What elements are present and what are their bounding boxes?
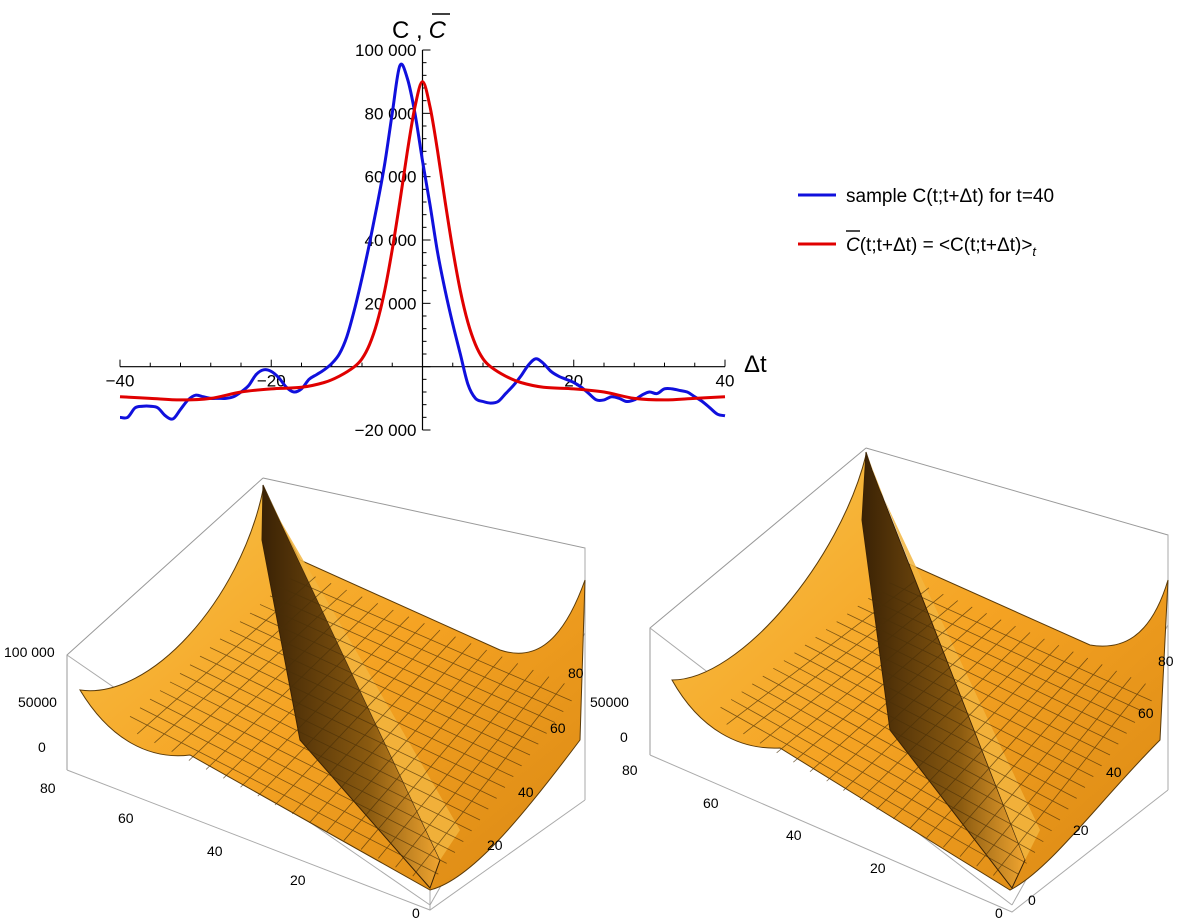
mesh-line — [878, 590, 1144, 713]
surface-left-ridge-light — [263, 485, 460, 860]
mesh-line — [868, 597, 1136, 723]
x-axis-label: Δt — [744, 351, 767, 378]
right-y-tick-80: 80 — [1158, 653, 1174, 669]
mesh-line — [889, 582, 1152, 702]
right-x-tick-20: 20 — [870, 860, 886, 876]
y-tick-label: 60 000 — [365, 168, 417, 187]
x-tick-label: −40 — [106, 372, 135, 391]
mesh-line — [976, 676, 1132, 867]
mesh-line — [289, 578, 572, 702]
legend-label-sample: sample C(t;t+Δt) for t=40 — [846, 186, 1054, 207]
mesh-line — [279, 586, 564, 713]
left-y-tick-80: 80 — [568, 665, 584, 681]
y-tick-label: 80 000 — [365, 104, 417, 123]
left-x-tick-80: 80 — [40, 780, 56, 796]
right-x-tick-40: 40 — [786, 827, 802, 843]
left-z-tick-50000: 50000 — [18, 694, 57, 710]
surface-right-mesh — [720, 581, 1152, 876]
series-group — [119, 62, 726, 421]
y-tick-label: 20 000 — [365, 294, 417, 313]
legend: sample C(t;t+Δt) for t=40 C(t;t+Δt) = <C… — [798, 186, 1054, 259]
right-y-tick-0: 0 — [1028, 892, 1036, 908]
legend-label-mean: C(t;t+Δt) = <C(t;t+Δt)>t — [846, 235, 1037, 259]
right-y-tick-20: 20 — [1073, 822, 1089, 838]
left-x-tick-0: 0 — [412, 905, 420, 920]
left-y-tick-60: 60 — [550, 720, 566, 736]
left-x-tick-40: 40 — [207, 843, 223, 859]
right-y-tick-40: 40 — [1106, 764, 1122, 780]
surface-left-mesh — [129, 576, 572, 877]
mesh-line — [269, 595, 556, 723]
left-z-tick-0: 0 — [38, 739, 46, 755]
y-tick-label: 40 000 — [365, 231, 417, 250]
y-tick-label: −20 000 — [355, 421, 417, 440]
series-line-mean — [119, 80, 726, 402]
box-edge-bottom — [649, 754, 1169, 913]
right-x-tick-80: 80 — [622, 762, 638, 778]
right-z-tick-0: 0 — [620, 729, 628, 745]
mesh-line — [395, 676, 550, 868]
right-y-tick-60: 60 — [1138, 705, 1154, 721]
surface-plot-right: 50000 0 80 60 40 20 0 0 20 40 60 80 — [590, 447, 1174, 920]
right-x-tick-60: 60 — [703, 795, 719, 811]
left-y-tick-20: 20 — [487, 837, 503, 853]
left-z-tick-100000: 100 000 — [4, 644, 55, 660]
surface-plot-left: 100 000 50000 0 80 60 40 20 0 20 40 60 8… — [4, 477, 586, 920]
surface-right-ridge-light — [866, 452, 1040, 860]
right-x-tick-0: 0 — [995, 905, 1003, 920]
left-y-tick-40: 40 — [518, 784, 534, 800]
line-chart: −40 −20 20 40 −20 000 20 000 40 000 60 000 80 0… — [106, 13, 1054, 440]
series-line-sample — [119, 62, 726, 421]
left-x-tick-60: 60 — [118, 810, 134, 826]
mesh-line — [412, 683, 565, 877]
surface-right-ridge — [861, 451, 1026, 889]
right-z-tick-50000: 50000 — [590, 694, 629, 710]
y-tick-label: 100 000 — [355, 41, 416, 60]
x-tick-label: 40 — [716, 372, 735, 391]
x-tick-group: −40 −20 20 40 — [106, 359, 735, 391]
y-axis-label: C ,C — [392, 17, 447, 44]
mesh-line — [993, 683, 1146, 876]
left-x-tick-20: 20 — [290, 872, 306, 888]
